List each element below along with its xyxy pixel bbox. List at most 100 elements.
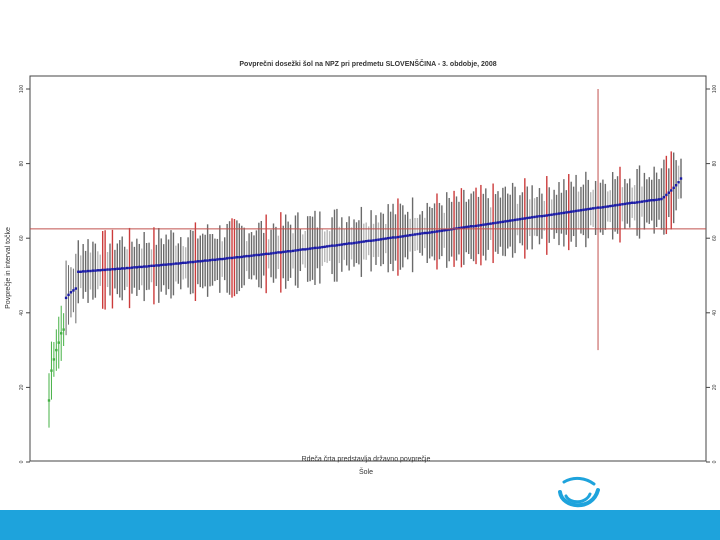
mean-point-97 xyxy=(284,250,287,253)
mean-point-179 xyxy=(484,223,487,226)
mean-point-190 xyxy=(511,219,514,222)
mean-point-182 xyxy=(491,222,495,225)
mean-point-194 xyxy=(521,217,524,221)
mean-point-200 xyxy=(535,215,539,218)
y-ticks-left: 0 20 40 60 80 100 xyxy=(19,85,30,463)
mean-point-57 xyxy=(186,261,190,264)
mean-point-44 xyxy=(155,264,158,267)
mean-point-162 xyxy=(443,229,446,232)
mean-point-13 xyxy=(79,270,82,273)
mean-point-116 xyxy=(330,244,334,247)
mean-point-144 xyxy=(399,235,402,238)
mean-point-117 xyxy=(333,244,336,247)
mean-point-219 xyxy=(582,208,585,212)
mean-point-115 xyxy=(328,244,331,248)
mean-point-63 xyxy=(201,259,204,263)
mean-point-82 xyxy=(247,254,251,258)
mean-point-126 xyxy=(355,241,358,244)
mean-point-185 xyxy=(499,220,502,224)
mean-point-76 xyxy=(233,256,236,259)
mean-point-214 xyxy=(569,210,573,213)
mean-point-181 xyxy=(489,222,492,225)
mean-point-142 xyxy=(394,236,397,239)
mean-point-189 xyxy=(508,219,512,222)
mean-point-91 xyxy=(269,252,273,255)
mean-point-8 xyxy=(67,293,70,297)
mean-point-68 xyxy=(213,258,217,262)
mean-point-209 xyxy=(557,212,561,215)
mean-point-84 xyxy=(252,254,256,257)
mean-point-226 xyxy=(599,206,602,209)
mean-point-204 xyxy=(545,214,548,217)
mean-point-107 xyxy=(308,247,312,250)
mean-point-16 xyxy=(86,269,90,273)
mean-point-103 xyxy=(299,248,302,251)
mean-point-105 xyxy=(304,248,307,251)
mean-point-258 xyxy=(677,181,680,184)
mean-point-104 xyxy=(301,248,304,251)
mean-point-227 xyxy=(601,206,605,209)
mean-point-256 xyxy=(672,186,675,190)
mean-point-234 xyxy=(618,203,622,206)
y-tick-label-right-60: 60 xyxy=(712,235,718,241)
mean-point-30 xyxy=(121,267,124,270)
mean-point-249 xyxy=(655,198,658,201)
mean-point-33 xyxy=(128,266,131,270)
mean-point-138 xyxy=(384,237,387,240)
mean-point-197 xyxy=(528,216,531,219)
mean-point-198 xyxy=(530,216,534,219)
mean-point-163 xyxy=(445,228,448,232)
mean-point-216 xyxy=(574,209,578,213)
mean-point-4 xyxy=(57,341,60,344)
mean-point-86 xyxy=(257,253,261,257)
mean-point-0 xyxy=(47,399,51,402)
mean-point-149 xyxy=(411,233,414,237)
y-tick-label-left-0: 0 xyxy=(19,460,25,463)
mean-point-61 xyxy=(196,260,200,263)
mean-point-32 xyxy=(125,266,129,270)
mean-point-74 xyxy=(228,256,231,260)
mean-point-215 xyxy=(572,210,575,213)
mean-point-112 xyxy=(321,245,324,249)
mean-point-236 xyxy=(623,202,627,206)
mean-point-49 xyxy=(167,263,170,266)
mean-point-1 xyxy=(50,369,53,372)
mean-point-120 xyxy=(340,243,344,246)
mean-point-90 xyxy=(267,252,270,256)
mean-point-159 xyxy=(435,230,439,233)
mean-point-53 xyxy=(177,262,180,265)
mean-point-255 xyxy=(670,189,673,192)
mean-point-31 xyxy=(123,267,126,270)
mean-point-6 xyxy=(62,328,65,331)
mean-point-140 xyxy=(389,236,392,240)
mean-point-152 xyxy=(418,232,422,235)
mean-point-2 xyxy=(52,358,56,361)
mean-point-225 xyxy=(596,206,600,209)
mean-point-77 xyxy=(235,256,239,259)
mean-point-183 xyxy=(494,221,497,225)
mean-point-9 xyxy=(69,291,73,294)
y-tick-label-right-80: 80 xyxy=(712,161,718,167)
mean-point-40 xyxy=(145,265,148,268)
mean-point-132 xyxy=(369,239,373,243)
mean-point-237 xyxy=(626,202,629,205)
mean-point-222 xyxy=(589,207,592,210)
mean-point-248 xyxy=(652,198,656,202)
mean-point-28 xyxy=(116,267,119,270)
mean-point-3 xyxy=(55,348,58,352)
mean-point-26 xyxy=(111,267,114,271)
mean-point-25 xyxy=(108,268,112,271)
mean-point-243 xyxy=(640,200,644,203)
mean-point-213 xyxy=(567,210,570,214)
mean-point-43 xyxy=(152,264,156,268)
mean-point-229 xyxy=(606,205,609,208)
mean-point-160 xyxy=(438,229,441,233)
mean-point-18 xyxy=(91,269,95,272)
mean-point-22 xyxy=(101,268,104,272)
mean-point-174 xyxy=(472,225,475,228)
mean-point-253 xyxy=(665,193,668,197)
mean-point-221 xyxy=(587,207,590,211)
mean-point-24 xyxy=(106,268,109,271)
y-tick-label-left-40: 40 xyxy=(19,310,25,316)
